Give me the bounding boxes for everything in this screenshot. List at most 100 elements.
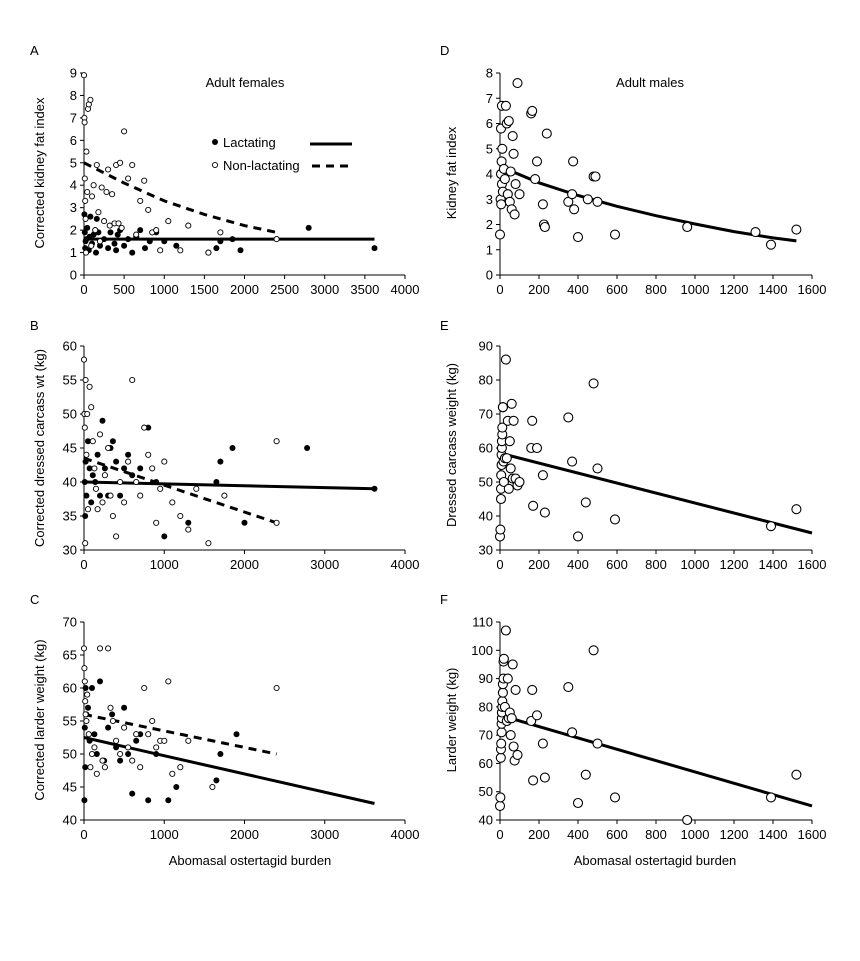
panel-d-point-male [572,232,584,243]
panel-f-point-male [567,727,578,738]
panel-c-trendline-dashed [83,712,277,756]
panel-c-point-lactating [121,704,128,711]
panel-f-point-male [527,684,538,695]
panel-c-point-non-lactating [99,757,106,764]
panel-b-point-non-lactating [99,499,106,506]
panel-e-x-tick-label: 400 [567,557,589,572]
panel-f-point-male [496,727,507,738]
panel-a-point-lactating [111,240,118,247]
panel-b-y-tick-label: 45 [63,441,77,456]
panel-b-point-non-lactating [92,485,100,492]
panel-c-point-lactating [86,737,93,744]
panel-a-y-tick-label: 0 [70,268,77,283]
panel-e-point-male [505,463,516,474]
panel-c-point-non-lactating [82,711,89,718]
panel-a-point-lactating [125,236,132,243]
panel-b-point-non-lactating [84,410,91,418]
panel-c-point-lactating [81,797,88,804]
legend-lactating-marker [212,139,218,145]
panel-e-point-male [765,521,777,532]
panel-a-point-non-lactating [95,209,102,216]
panel-e: E Dressed carcass weight (kg) 30 40 50 60 70… [440,318,826,572]
panel-e-x-tick-label: 800 [645,557,667,572]
panel-a-y-tick-label: 3 [70,200,77,215]
panel-b-point-non-lactating [107,492,114,499]
panel-a-point-lactating [84,224,91,231]
panel-e-y-tick-label: 60 [479,441,493,456]
panel-a-point-non-lactating [137,197,144,204]
panel-d-x-tick-label: 800 [645,282,667,297]
panel-c-y-tick-label: 65 [63,648,77,663]
panel-a-point-non-lactating [80,72,88,79]
panel-f-point-male [495,752,506,763]
panel-b-y-tick-label: 40 [63,475,77,490]
panel-d-x-tick-label: 600 [606,282,628,297]
panel-a-point-non-lactating [96,238,104,245]
panel-a-point-lactating [173,242,180,249]
panel-e-letter: E [440,318,449,333]
panel-b-point-lactating [88,499,95,506]
panel-b-x-tick-label: 4000 [391,557,420,572]
panel-b-point-lactating [101,465,108,472]
panel-a-point-non-lactating [121,128,128,135]
panel-d-point-male [531,156,543,167]
panel-a-point-non-lactating [115,220,122,227]
panel-a-point-non-lactating [185,222,192,229]
panel-b-point-lactating [85,438,91,445]
panel-a-plot: 0 1 2 3 4 5 6 7 8 9 0 500 1000 1500 2000 2500 3000 3500 40… [70,66,420,298]
panel-e-point-male [503,483,514,494]
panel-a-x-tick-label: 1500 [190,282,219,297]
panel-a-point-non-lactating [273,236,280,243]
panel-f-point-male [580,769,591,780]
panel-d-point-male [497,143,508,154]
panel-d-point-male [499,174,510,185]
panel-d-y-tick-label: 5 [486,141,493,156]
panel-a-point-lactating [93,249,99,256]
panel-c-point-lactating [133,737,140,744]
panel-a-point-non-lactating [106,222,113,229]
panel-e-point-male [497,422,508,433]
panel-b-point-lactating [229,445,236,451]
panel-e-point-male [514,476,525,488]
panel-a-point-non-lactating [141,177,148,184]
panel-b-point-non-lactating [101,472,108,479]
panel-d-y-tick-label: 2 [486,217,493,232]
panel-d-x-tick-label: 1000 [681,282,710,297]
panel-b-point-non-lactating [94,506,101,513]
panel-a-point-lactating [81,229,88,236]
panel-b-point-lactating [241,519,248,526]
panel-a-point-non-lactating [177,247,184,254]
panel-d-point-male [505,166,516,177]
panel-a-point-lactating [105,245,112,252]
panel-d: D Adult males Kidney fat index 0 1 2 3 4 5 6 7 8… [440,43,826,297]
panel-f-point-male [506,713,517,724]
panel-a-point-non-lactating [88,193,96,200]
panel-b-y-tick-label: 35 [63,509,77,524]
panel-d-point-male [537,199,548,210]
panel-d-point-male [509,209,520,220]
panel-b-point-lactating [304,445,311,451]
panel-e-point-male [498,476,509,488]
panel-c-point-lactating [89,685,95,691]
panel-e-point-male [572,531,584,542]
panel-e-point-male [539,507,550,518]
panel-d-x-tick-label: 1600 [798,282,827,297]
panel-d-y-tick-label: 3 [486,192,493,207]
legend-non-lactating-label: Non-lactating [223,158,300,173]
panel-e-x-tick-label: 1600 [798,557,827,572]
panel-b-point-lactating [86,465,93,472]
panel-d-point-male [494,229,506,240]
panel-f-point-male [682,814,693,826]
panel-a-point-non-lactating [157,247,164,254]
panel-b-point-non-lactating [117,478,124,486]
panel-a-point-lactating [107,229,114,236]
panel-d-y-tick-label: 8 [486,66,493,81]
panel-c-point-non-lactating [83,717,90,725]
panel-a-point-non-lactating [81,119,88,126]
panel-a-x-tick-label: 2500 [270,282,299,297]
panel-d-point-male [541,128,552,139]
panel-b-x-tick-label: 0 [80,557,87,572]
panel-b-point-non-lactating [193,485,200,492]
panel-d-y-tick-label: 0 [486,268,493,283]
